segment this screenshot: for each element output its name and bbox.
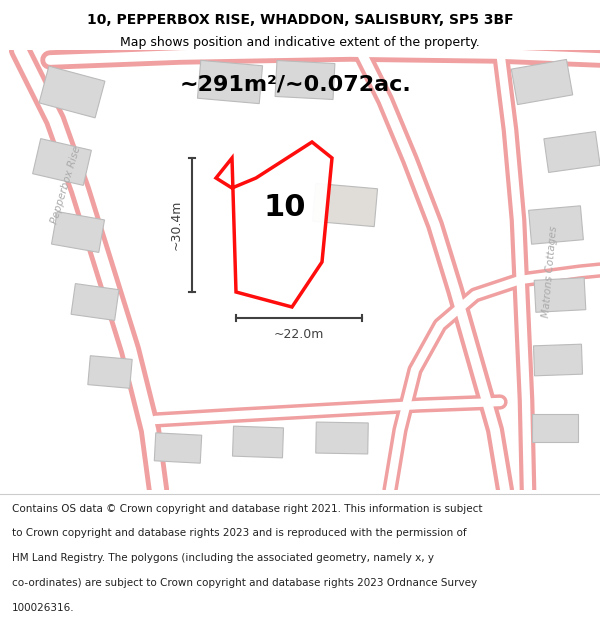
- Text: co-ordinates) are subject to Crown copyright and database rights 2023 Ordnance S: co-ordinates) are subject to Crown copyr…: [12, 578, 477, 588]
- Polygon shape: [534, 278, 586, 312]
- Polygon shape: [154, 433, 202, 463]
- Text: to Crown copyright and database rights 2023 and is reproduced with the permissio: to Crown copyright and database rights 2…: [12, 529, 467, 539]
- Text: ~291m²/~0.072ac.: ~291m²/~0.072ac.: [179, 75, 411, 95]
- Polygon shape: [529, 206, 583, 244]
- Polygon shape: [544, 131, 600, 173]
- Polygon shape: [39, 66, 105, 118]
- Polygon shape: [275, 61, 335, 99]
- Text: ~30.4m: ~30.4m: [170, 200, 182, 250]
- Polygon shape: [197, 61, 263, 104]
- Text: 100026316.: 100026316.: [12, 603, 74, 613]
- Text: Map shows position and indicative extent of the property.: Map shows position and indicative extent…: [120, 36, 480, 49]
- Text: Pepperbox Rise: Pepperbox Rise: [49, 145, 83, 225]
- Text: Contains OS data © Crown copyright and database right 2021. This information is : Contains OS data © Crown copyright and d…: [12, 504, 482, 514]
- Text: Matrons Cottages: Matrons Cottages: [541, 226, 559, 318]
- Polygon shape: [316, 422, 368, 454]
- Text: 10: 10: [264, 192, 306, 221]
- Polygon shape: [88, 356, 132, 388]
- Polygon shape: [32, 139, 91, 186]
- Polygon shape: [52, 212, 104, 253]
- Text: ~22.0m: ~22.0m: [274, 328, 324, 341]
- Text: HM Land Registry. The polygons (including the associated geometry, namely x, y: HM Land Registry. The polygons (includin…: [12, 554, 434, 564]
- Polygon shape: [71, 284, 119, 321]
- Polygon shape: [532, 414, 578, 442]
- Polygon shape: [216, 142, 332, 307]
- Polygon shape: [511, 59, 573, 104]
- Polygon shape: [313, 183, 377, 227]
- Text: 10, PEPPERBOX RISE, WHADDON, SALISBURY, SP5 3BF: 10, PEPPERBOX RISE, WHADDON, SALISBURY, …: [86, 12, 514, 26]
- Polygon shape: [533, 344, 583, 376]
- Polygon shape: [232, 426, 284, 458]
